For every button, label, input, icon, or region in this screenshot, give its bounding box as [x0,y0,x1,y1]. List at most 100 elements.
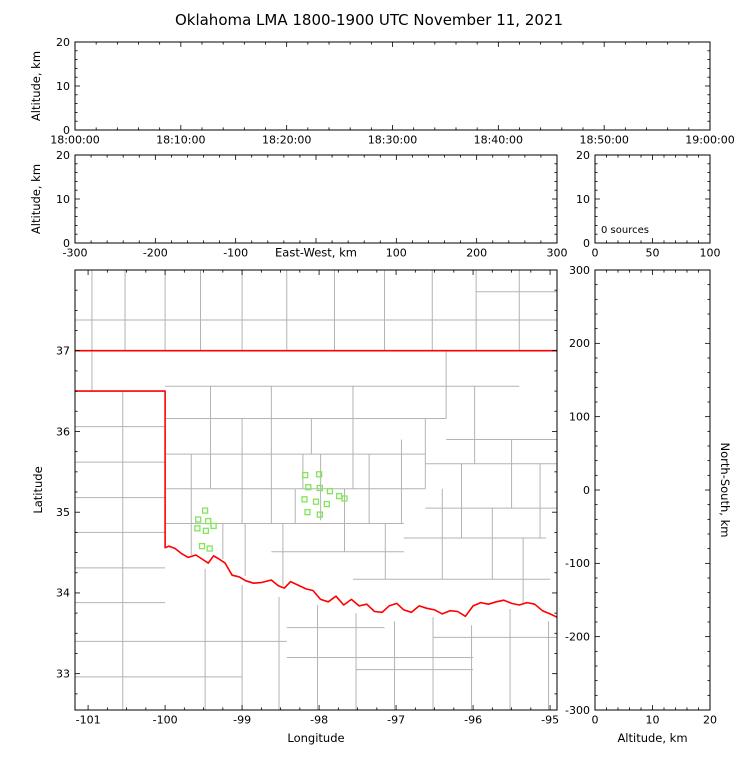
y-tick-label: 0 [63,124,70,137]
x-tick-labels: -101 -100 -99 -98 -97 -96 -95 [76,714,559,727]
y-tick-label: 10 [56,80,70,93]
y-axis-title: Latitude [31,466,45,513]
x-tick-label: 18:40:00 [474,134,523,147]
tick-marks [75,269,557,710]
x-tick-labels: 0 50 100 [592,247,721,260]
x-tick-labels: -300 -200 -100 100 200 300 [63,247,568,260]
x-axis-title: Longitude [287,731,344,745]
y-tick-label: -100 [565,557,590,570]
state-border-line [75,390,557,618]
y-tick-labels: -300 -200 -100 0 100 200 300 [565,264,590,717]
lma-station-marker [315,471,323,478]
x-tick-label: 300 [547,247,568,260]
y-tick-label: 200 [569,337,590,350]
y-tick-label: 0 [583,237,590,250]
x-tick-label: -99 [233,714,251,727]
x-tick-label: 10 [646,714,660,727]
y-tick-label: -300 [565,704,590,717]
y-tick-label: 35 [56,506,70,519]
y-tick-label: 300 [569,264,590,277]
y-tick-labels: 0 10 20 [56,36,70,137]
y-tick-label: 20 [56,149,70,162]
figure-title: Oklahoma LMA 1800-1900 UTC November 11, … [174,11,564,29]
x-tick-labels: 18:00:00 18:10:00 18:20:00 18:30:00 18:40:00… [50,134,734,147]
y-tick-label: 34 [56,587,70,600]
x-tick-label: -95 [541,714,559,727]
y-tick-labels: 0 10 20 [56,149,70,250]
lma-station-marker [301,496,308,503]
lma-station-marker [302,471,309,479]
y-tick-labels: 0 10 20 [576,149,590,250]
y-tick-label: 0 [63,237,70,250]
lma-station-marker [195,516,202,523]
lma-station-marker [341,495,348,502]
lma-station-marker [202,527,210,534]
y-tick-label: 20 [576,149,590,162]
lma-station-marker [305,484,312,491]
lma-station-marker [205,517,212,525]
panel-alt_histogram: 0 50 100 0 10 20 0 sources [576,149,721,260]
x-axis-title: Altitude, km [617,731,687,745]
tick-marks [594,269,711,711]
y-tick-label: 10 [56,193,70,206]
x-tick-label: 0 [592,714,599,727]
x-tick-label: 18:30:00 [368,134,417,147]
map-content [75,270,557,710]
y-tick-label: 20 [56,36,70,49]
y-tick-label: 33 [56,668,70,681]
axes-frame [74,269,558,711]
x-tick-labels: 0 10 20 [592,714,718,727]
lma-stations [194,471,348,552]
x-tick-label: -97 [387,714,405,727]
lma-station-marker [194,525,201,532]
y-tick-labels: 33 34 35 36 37 [56,345,70,681]
x-tick-label: 0 [592,247,599,260]
x-tick-label: -98 [310,714,328,727]
y-tick-label: -200 [565,631,590,644]
lma-station-marker [316,511,323,518]
panel-ew_height: -300 -200 -100 100 200 300 0 10 20 East-West, km A… [29,149,568,260]
sources-count-label: 0 sources [601,225,649,236]
x-tick-label: 18:00:00 [50,134,99,147]
tick-marks [74,41,711,131]
x-tick-label: 19:00:00 [685,134,734,147]
x-tick-label: -300 [63,247,88,260]
lma-station-marker [312,498,320,505]
state-border [75,349,557,618]
y-axis-title: Altitude, km [29,51,43,121]
x-tick-label: -96 [464,714,482,727]
panel-time_height: 18:00:00 18:10:00 18:20:00 18:30:00 18:40:00… [29,36,735,147]
lma-station-marker [201,507,209,514]
x-tick-label: 50 [646,247,660,260]
x-tick-label: 18:50:00 [579,134,628,147]
x-tick-label: -200 [143,247,168,260]
lma-station-marker [304,509,311,516]
lma-station-marker [198,542,206,550]
tick-marks [74,154,558,244]
lma-station-marker [210,522,217,530]
x-tick-label: 20 [703,714,717,727]
x-tick-label: 200 [466,247,487,260]
x-tick-label: -101 [76,714,101,727]
x-tick-label: 18:10:00 [156,134,205,147]
lma-station-marker [323,500,330,508]
y-tick-label: 0 [583,484,590,497]
lma-station-marker [316,484,323,492]
x-tick-label: 100 [700,247,721,260]
y-tick-label: 10 [576,193,590,206]
lma-station-marker [206,545,213,552]
y-axis-title: Altitude, km [29,164,43,234]
tick-marks [594,154,711,244]
lma-station-marker [326,488,334,495]
x-tick-label: 18:20:00 [262,134,311,147]
y-tick-label: 37 [56,345,70,358]
x-tick-label: -100 [223,247,248,260]
y-tick-label: 36 [56,425,70,438]
x-tick-label: -100 [153,714,178,727]
x-axis-title: East-West, km [275,246,357,260]
y-tick-label: 100 [569,411,590,424]
panel-ns_height: 0 10 20 -300 -200 -100 0 100 200 300 Altitude, km N… [565,264,732,745]
panel-plan_view_map: -101 -100 -99 -98 -97 -96 -95 33 34 35 36 37 Longitu… [31,269,559,745]
